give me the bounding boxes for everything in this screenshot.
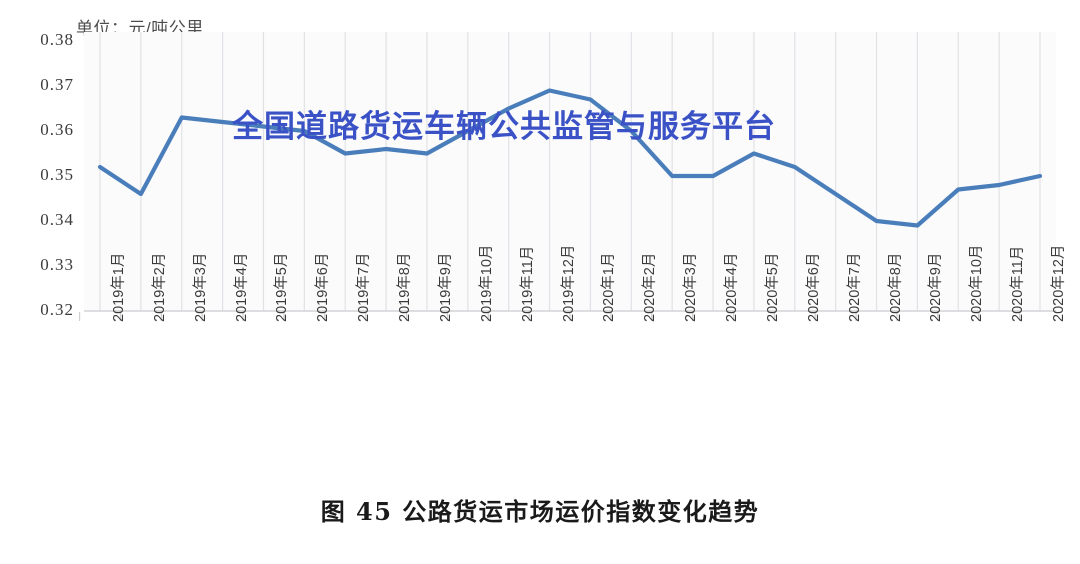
x-axis-tick-label: 2019年7月 bbox=[356, 252, 373, 322]
x-axis-tick-label: 2019年4月 bbox=[233, 252, 250, 322]
x-axis-tick-label: 2020年8月 bbox=[887, 252, 904, 322]
y-axis-tick-label: 0.38 bbox=[40, 30, 74, 49]
y-axis-tick-label: 0.36 bbox=[40, 120, 74, 139]
x-axis-tick-label: 2020年7月 bbox=[846, 252, 863, 322]
x-axis-tick-label: 2019年9月 bbox=[437, 252, 454, 322]
x-axis-tick-label: 2019年8月 bbox=[397, 252, 414, 322]
y-axis-tick-label: 0.33 bbox=[40, 255, 74, 274]
x-axis-tick-label: 2020年6月 bbox=[805, 252, 822, 322]
x-axis-tick-label: 2020年9月 bbox=[928, 252, 945, 322]
y-axis-tick-label: 0.32 bbox=[40, 300, 74, 319]
x-axis-tick-label: 2019年3月 bbox=[192, 252, 209, 322]
x-axis-tick-label: 2019年5月 bbox=[274, 252, 291, 322]
x-axis-tick-label: 2019年12月 bbox=[560, 244, 577, 322]
x-axis-tick-label: 2019年6月 bbox=[315, 252, 332, 322]
x-axis-tick-label: 2020年1月 bbox=[601, 252, 618, 322]
x-axis-tick-label: 2020年2月 bbox=[642, 252, 659, 322]
plot-background bbox=[84, 32, 1056, 311]
figure-caption: 图 45 公路货运市场运价指数变化趋势 bbox=[320, 497, 760, 526]
x-axis-tick-label: 2020年12月 bbox=[1051, 244, 1067, 322]
x-axis-tick-label: 2019年2月 bbox=[151, 252, 168, 322]
x-axis-tick-label: 2019年10月 bbox=[478, 244, 495, 322]
x-axis-tick-label: 2020年4月 bbox=[724, 252, 741, 322]
x-axis-tick-label: 2019年1月 bbox=[111, 252, 127, 322]
x-axis-tick-label: 2020年10月 bbox=[969, 244, 986, 322]
x-axis-tick-label: 2020年3月 bbox=[683, 252, 700, 322]
y-axis-tick-label: 0.35 bbox=[40, 165, 74, 184]
x-axis-tick-label: 2020年5月 bbox=[764, 252, 781, 322]
data-series-line bbox=[97, 88, 1043, 228]
x-axis-tick-label: 2020年11月 bbox=[1010, 245, 1027, 322]
y-axis-tick-label: 0.37 bbox=[40, 75, 74, 94]
y-axis-tick-label: 0.34 bbox=[40, 210, 74, 229]
x-axis-tick-label: 2019年11月 bbox=[519, 245, 536, 322]
